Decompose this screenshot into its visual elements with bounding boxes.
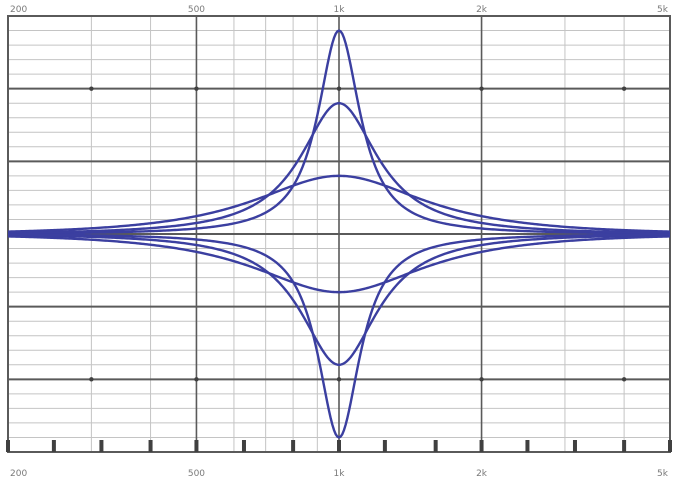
bottom-tick-mark	[382, 440, 387, 452]
bottom-tick-mark	[622, 440, 627, 452]
bottom-tick-mark	[99, 440, 104, 452]
grid-dot	[89, 86, 94, 91]
top-tick-label: 500	[188, 5, 205, 15]
bottom-tick-label: 2k	[476, 469, 488, 479]
bottom-tick-mark	[291, 440, 296, 452]
bottom-tick-labels: 200 500 1k 2k 5k	[10, 469, 669, 479]
response-curve-1	[7, 29, 671, 235]
bottom-tick-mark	[241, 440, 246, 452]
response-curve-3	[7, 174, 671, 233]
bottom-tick-mark	[337, 440, 341, 452]
bottom-tick-mark	[572, 440, 577, 452]
top-tick-label: 200	[10, 5, 27, 15]
bottom-tick-mark	[668, 440, 672, 452]
grid-dot	[479, 86, 484, 91]
bottom-tick-mark	[148, 440, 153, 452]
grid-dot	[621, 377, 627, 382]
axis-markers	[6, 86, 672, 452]
top-tick-label: 2k	[476, 5, 488, 15]
grid-dot	[336, 377, 342, 382]
bottom-tick-mark	[194, 440, 199, 452]
bottom-tick-label: 500	[188, 469, 205, 479]
response-curve-5	[7, 233, 671, 366]
bottom-tick-mark	[433, 440, 438, 452]
grid-dot	[336, 86, 342, 91]
grid-dot	[479, 377, 484, 382]
bottom-tick-label: 1k	[334, 469, 346, 479]
grid-dot	[89, 377, 94, 382]
bottom-tick-mark	[479, 440, 484, 452]
grid-dot	[194, 377, 199, 382]
grid-dot	[621, 86, 627, 91]
bottom-tick-mark	[525, 440, 530, 452]
bottom-tick-mark	[51, 440, 56, 452]
top-tick-labels: 200 500 1k 2k 5k	[10, 5, 669, 15]
response-curve-4	[7, 235, 671, 294]
top-tick-label: 5k	[657, 5, 669, 15]
top-tick-label: 1k	[334, 5, 346, 15]
response-curves	[7, 29, 671, 439]
bottom-tick-label: 200	[10, 469, 27, 479]
grid-dot	[194, 86, 199, 91]
bottom-tick-label: 5k	[657, 469, 669, 479]
response-curve-6	[7, 233, 671, 439]
bottom-tick-mark	[6, 440, 10, 452]
response-curve-2	[7, 101, 671, 235]
